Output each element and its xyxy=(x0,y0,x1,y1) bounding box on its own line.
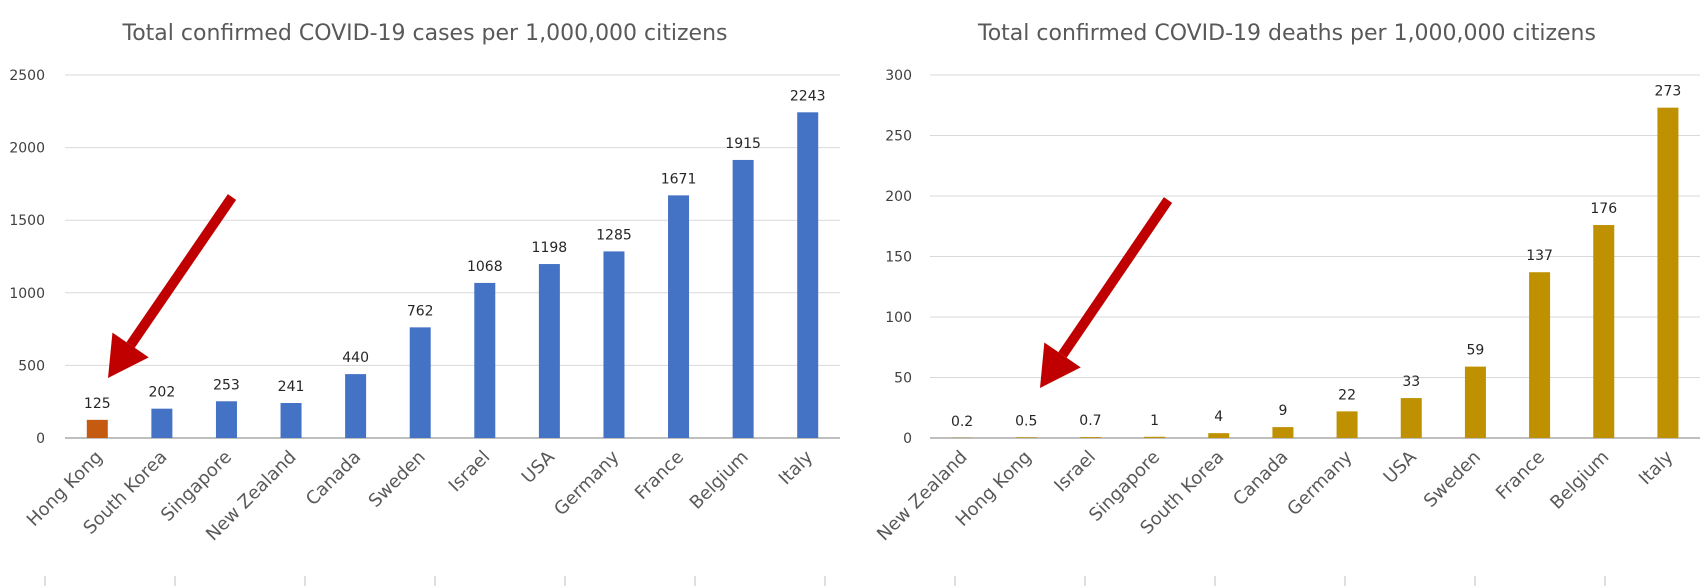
y-tick-label: 250 xyxy=(885,129,912,145)
bar-hong-kong xyxy=(1015,437,1037,438)
data-label: 22 xyxy=(1338,387,1356,403)
bar-italy xyxy=(797,112,819,438)
bar-south-korea xyxy=(1208,433,1230,438)
bar-italy xyxy=(1657,107,1679,439)
bar-sweden xyxy=(1464,366,1486,438)
y-tick-label: 150 xyxy=(885,250,912,266)
x-category-label: Canada xyxy=(1229,447,1292,510)
x-category-label: Italy xyxy=(775,446,818,489)
x-category-label: Sweden xyxy=(365,447,430,512)
data-label: 1198 xyxy=(532,240,568,256)
bar-hong-kong xyxy=(86,419,108,438)
data-label: 9 xyxy=(1278,403,1287,419)
chart-title: Total confirmed COVID-19 cases per 1,000… xyxy=(122,21,728,46)
x-category-label: Germany xyxy=(1283,446,1357,520)
data-label: 762 xyxy=(407,303,434,319)
bar-singapore xyxy=(215,401,237,438)
y-tick-label: 2500 xyxy=(9,68,45,84)
bar-israel xyxy=(474,282,496,438)
y-tick-label: 1500 xyxy=(9,213,45,229)
data-label: 59 xyxy=(1467,343,1485,359)
data-label: 273 xyxy=(1655,84,1682,100)
data-label: 0.2 xyxy=(951,414,973,430)
data-label: 2243 xyxy=(790,88,826,104)
data-label: 202 xyxy=(149,385,176,401)
bar-sweden xyxy=(409,327,431,438)
x-category-label: France xyxy=(1492,447,1549,504)
data-label: 253 xyxy=(213,377,240,393)
x-category-label: USA xyxy=(518,446,560,488)
data-label: 33 xyxy=(1402,374,1420,390)
y-tick-label: 100 xyxy=(885,310,912,326)
bar-france xyxy=(1529,272,1551,438)
x-category-label: Italy xyxy=(1635,446,1678,489)
data-label: 176 xyxy=(1590,201,1617,217)
x-category-label: Germany xyxy=(550,446,624,520)
y-tick-label: 0 xyxy=(36,431,45,447)
x-category-label: USA xyxy=(1380,446,1422,488)
y-tick-label: 300 xyxy=(885,68,912,84)
bar-singapore xyxy=(1144,436,1166,438)
data-label: 241 xyxy=(278,379,305,395)
bar-france xyxy=(668,195,690,438)
bar-usa xyxy=(1400,398,1422,438)
bar-belgium xyxy=(732,159,754,438)
bar-south-korea xyxy=(151,408,173,438)
y-tick-label: 1000 xyxy=(9,286,45,302)
y-tick-label: 50 xyxy=(894,371,912,387)
data-label: 1 xyxy=(1150,413,1159,429)
y-tick-label: 2000 xyxy=(9,141,45,157)
y-tick-label: 200 xyxy=(885,189,912,205)
x-category-label: Israel xyxy=(1050,447,1100,497)
data-label: 125 xyxy=(84,396,111,412)
data-label: 0.7 xyxy=(1079,413,1101,429)
deaths-chart: Total confirmed COVID-19 deaths per 1,00… xyxy=(873,21,1700,586)
bar-canada xyxy=(1272,427,1294,438)
bar-belgium xyxy=(1593,225,1615,438)
x-category-label: New Zealand xyxy=(873,447,971,545)
bar-germany xyxy=(603,251,625,438)
x-category-label: Belgium xyxy=(686,447,753,514)
x-category-label: Belgium xyxy=(1546,447,1613,514)
y-tick-label: 500 xyxy=(18,358,45,374)
data-label: 4 xyxy=(1214,409,1223,425)
data-label: 440 xyxy=(342,350,369,366)
data-label: 1915 xyxy=(725,136,761,152)
annotation-arrow xyxy=(1040,197,1173,388)
data-label: 1068 xyxy=(467,259,503,275)
chart-title: Total confirmed COVID-19 deaths per 1,00… xyxy=(977,21,1596,46)
y-tick-label: 0 xyxy=(903,431,912,447)
x-category-label: Israel xyxy=(445,447,495,497)
bar-israel xyxy=(1079,437,1101,438)
bar-canada xyxy=(345,374,367,438)
data-label: 0.5 xyxy=(1015,413,1037,429)
bar-usa xyxy=(538,264,560,438)
x-category-label: Sweden xyxy=(1420,447,1485,512)
x-category-label: Canada xyxy=(302,447,365,510)
bar-new-zealand xyxy=(280,403,302,438)
cases-chart: Total confirmed COVID-19 cases per 1,000… xyxy=(9,21,840,586)
data-label: 137 xyxy=(1526,248,1553,264)
bar-germany xyxy=(1336,411,1358,438)
annotation-arrow xyxy=(108,194,237,378)
data-label: 1285 xyxy=(596,227,632,243)
data-label: 1671 xyxy=(661,171,697,187)
x-category-label: France xyxy=(631,447,688,504)
